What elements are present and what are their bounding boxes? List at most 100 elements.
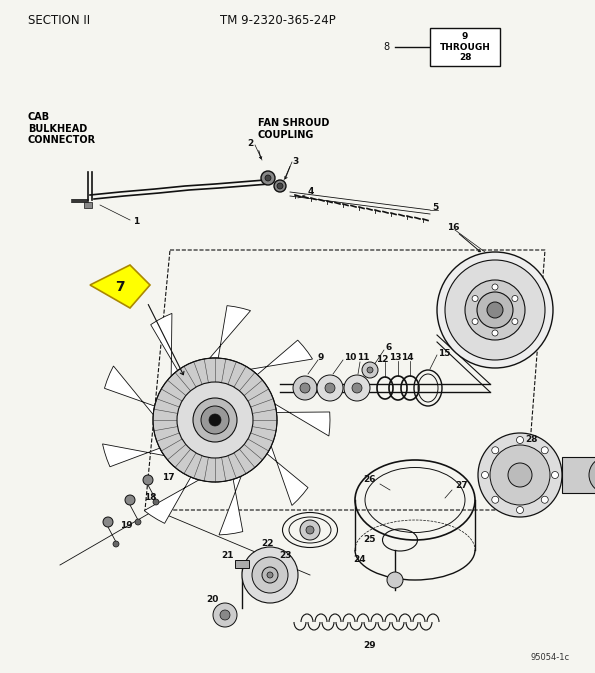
- Circle shape: [589, 457, 595, 493]
- Text: Perpt: Perpt: [477, 255, 503, 265]
- Circle shape: [300, 520, 320, 540]
- Circle shape: [541, 447, 548, 454]
- Circle shape: [193, 398, 237, 442]
- Circle shape: [143, 475, 153, 485]
- Text: 15: 15: [438, 349, 450, 357]
- Circle shape: [103, 517, 113, 527]
- Circle shape: [478, 433, 562, 517]
- Circle shape: [352, 383, 362, 393]
- Polygon shape: [90, 265, 150, 308]
- Text: 27: 27: [455, 481, 468, 489]
- Polygon shape: [209, 306, 250, 358]
- Circle shape: [153, 499, 159, 505]
- Circle shape: [516, 437, 524, 444]
- Circle shape: [487, 302, 503, 318]
- Text: 23: 23: [278, 551, 291, 559]
- Circle shape: [481, 472, 488, 479]
- Circle shape: [220, 610, 230, 620]
- Circle shape: [274, 180, 286, 192]
- Text: CAB
BULKHEAD
CONNECTOR: CAB BULKHEAD CONNECTOR: [28, 112, 96, 145]
- Circle shape: [177, 382, 253, 458]
- Text: 4: 4: [308, 188, 314, 197]
- Circle shape: [477, 292, 513, 328]
- Text: 21: 21: [222, 551, 234, 559]
- Bar: [430, 28, 500, 66]
- Polygon shape: [151, 314, 178, 376]
- Circle shape: [508, 463, 532, 487]
- Circle shape: [252, 557, 288, 593]
- Text: 7: 7: [115, 280, 125, 294]
- Circle shape: [472, 318, 478, 324]
- Polygon shape: [105, 366, 155, 415]
- Circle shape: [516, 507, 524, 513]
- Circle shape: [367, 367, 373, 373]
- Circle shape: [135, 519, 141, 525]
- Circle shape: [492, 330, 498, 336]
- Circle shape: [261, 171, 275, 185]
- Polygon shape: [219, 476, 243, 535]
- Circle shape: [492, 284, 498, 290]
- Bar: [84, 202, 92, 208]
- Circle shape: [277, 183, 283, 189]
- Circle shape: [387, 572, 403, 588]
- Text: 17: 17: [162, 474, 174, 483]
- Polygon shape: [250, 340, 312, 375]
- Circle shape: [267, 572, 273, 578]
- Polygon shape: [267, 446, 308, 505]
- Text: 25: 25: [364, 536, 376, 544]
- Text: 6: 6: [385, 343, 392, 351]
- Text: 12: 12: [376, 355, 389, 363]
- Circle shape: [209, 414, 221, 426]
- Circle shape: [437, 252, 553, 368]
- Text: FAN SHROUD
COUPLING: FAN SHROUD COUPLING: [258, 118, 330, 139]
- Text: 22: 22: [262, 538, 274, 548]
- Text: 8: 8: [384, 42, 390, 52]
- Circle shape: [325, 383, 335, 393]
- Circle shape: [113, 541, 119, 547]
- Circle shape: [465, 280, 525, 340]
- Text: 3: 3: [292, 157, 298, 166]
- Text: 16: 16: [447, 223, 459, 232]
- Text: 24: 24: [353, 555, 367, 565]
- Circle shape: [213, 603, 237, 627]
- Circle shape: [344, 375, 370, 401]
- Text: SECTION II: SECTION II: [28, 13, 90, 26]
- Circle shape: [490, 445, 550, 505]
- Circle shape: [293, 376, 317, 400]
- Bar: [562, 457, 595, 493]
- Text: 20: 20: [206, 596, 218, 604]
- Text: 14: 14: [400, 353, 414, 363]
- Circle shape: [491, 496, 499, 503]
- Text: 9: 9: [318, 353, 324, 361]
- Text: 13: 13: [389, 353, 401, 363]
- Circle shape: [317, 375, 343, 401]
- Text: 28: 28: [525, 435, 537, 444]
- Circle shape: [300, 383, 310, 393]
- Text: 1: 1: [133, 217, 139, 225]
- Text: 26: 26: [364, 476, 376, 485]
- Circle shape: [362, 362, 378, 378]
- Text: 9
THROUGH
28: 9 THROUGH 28: [440, 32, 490, 62]
- Circle shape: [306, 526, 314, 534]
- Circle shape: [201, 406, 229, 434]
- Circle shape: [262, 567, 278, 583]
- Text: 5: 5: [432, 203, 439, 213]
- Text: 11: 11: [357, 353, 369, 363]
- Circle shape: [242, 547, 298, 603]
- Circle shape: [512, 318, 518, 324]
- Circle shape: [552, 472, 559, 479]
- Text: 29: 29: [364, 641, 376, 649]
- Circle shape: [153, 358, 277, 482]
- Polygon shape: [275, 404, 330, 436]
- Bar: [235, 560, 249, 568]
- Circle shape: [512, 295, 518, 302]
- Text: TM 9-2320-365-24P: TM 9-2320-365-24P: [220, 13, 336, 26]
- Text: 95054-1c: 95054-1c: [531, 653, 570, 662]
- Circle shape: [472, 295, 478, 302]
- Text: 10: 10: [344, 353, 356, 361]
- Polygon shape: [144, 477, 199, 524]
- Circle shape: [265, 175, 271, 181]
- Text: 18: 18: [144, 493, 156, 503]
- Text: 19: 19: [120, 520, 133, 530]
- Circle shape: [491, 447, 499, 454]
